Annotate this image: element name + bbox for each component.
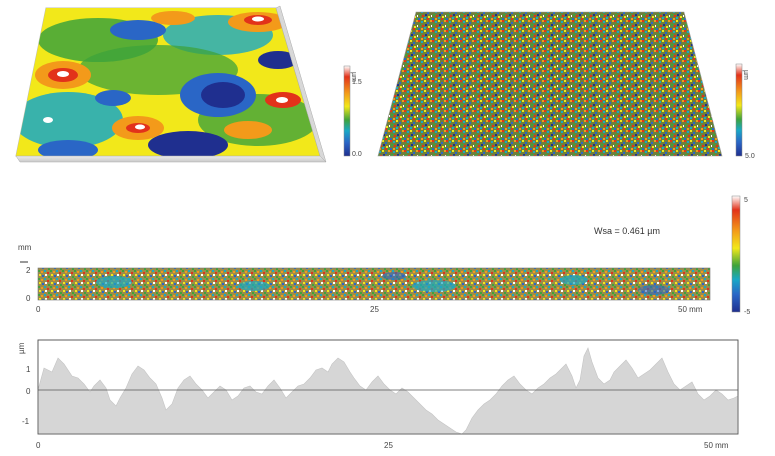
strip-panel: mm 2 0 0 25 50 mm (14, 238, 720, 318)
profile-y-tick-0: 0 (26, 387, 31, 396)
colorbar-left-graphic: µm 1.5 0.0 (343, 65, 362, 158)
colorbar-left-max: 1.5 (352, 79, 362, 86)
profile-y-tick-neg1: -1 (22, 417, 30, 426)
profile-panel: µm 1 0 -1 0 25 50 mm (14, 328, 754, 454)
strip-x-tick-50: 50 mm (678, 305, 703, 314)
profile-x-tick-0: 0 (36, 441, 41, 450)
colorbar-strip: 5 -5 (728, 192, 770, 320)
profile-panel-graphic: µm 1 0 -1 0 25 50 mm (17, 339, 739, 450)
profile-y-tick-1: 1 (26, 365, 31, 374)
colorbar-right-min: 5.0 (745, 153, 755, 160)
surface-3d-left-graphic (15, 5, 327, 163)
strip-x-tick-0: 0 (36, 305, 41, 314)
profile-x-tick-25: 25 (384, 441, 393, 450)
strip-y-tick-bottom: 0 (26, 294, 31, 303)
colorbar-strip-graphic: 5 -5 (731, 195, 750, 316)
wsa-annotation: Wsa = 0.461 µm (594, 226, 660, 236)
profile-curve (37, 347, 739, 435)
surface-3d-right-graphic (377, 11, 723, 157)
profile-x-tick-50: 50 mm (704, 441, 729, 450)
surface-3d-right (376, 10, 726, 162)
strip-panel-graphic: mm 2 0 0 25 50 mm (18, 243, 711, 314)
surface-3d-left (8, 0, 338, 165)
colorbar-strip-max: 5 (744, 197, 748, 204)
colorbar-left-min: 0.0 (352, 151, 362, 158)
profile-y-unit: µm (17, 342, 26, 354)
colorbar-strip-min: -5 (744, 309, 750, 316)
strip-y-tick-top: 2 (26, 266, 31, 275)
strip-x-tick-25: 25 (370, 305, 379, 314)
colorbar-right: µm 5.0 (730, 60, 770, 162)
colorbar-left-unit: µm (350, 72, 357, 82)
strip-y-unit: mm (18, 243, 32, 252)
colorbar-right-unit: µm (742, 70, 749, 80)
colorbar-right-graphic: µm 5.0 (735, 63, 755, 160)
colorbar-left: µm 1.5 0.0 (338, 62, 366, 162)
